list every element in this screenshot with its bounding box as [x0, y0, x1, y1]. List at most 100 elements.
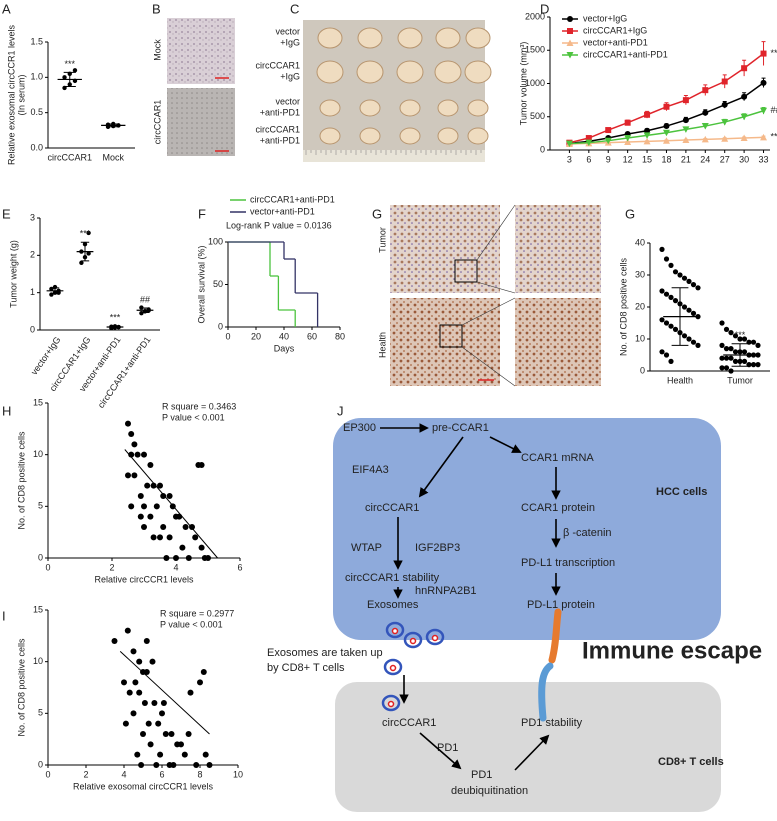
x-tick-label: 0: [45, 769, 50, 779]
y-tick-label: 0: [218, 321, 223, 331]
row-label: circCCAR1: [255, 60, 300, 70]
arrow: [419, 732, 462, 770]
micrograph-zoom: [515, 205, 601, 293]
y-axis-subtitle: (In serum): [16, 74, 26, 115]
data-point: [701, 123, 709, 130]
legend-marker: [567, 28, 573, 34]
node: PD1: [471, 769, 492, 781]
micrograph: [390, 205, 500, 293]
y-tick-label: 20: [635, 301, 645, 311]
y-tick-label: 2000: [525, 11, 545, 21]
data-point: [72, 68, 78, 73]
x-tick-label: 15: [642, 154, 652, 164]
x-tick-label: 4: [173, 562, 178, 572]
significance: ##: [140, 294, 150, 304]
data-point: [201, 555, 208, 561]
data-point: [185, 555, 192, 561]
data-point: [702, 87, 709, 94]
tumor: [465, 27, 491, 49]
data-point: [128, 431, 135, 437]
row-label: +anti-PD1: [260, 135, 300, 145]
y-tick-label: 1000: [525, 78, 545, 88]
node: pre-CCAR1: [432, 422, 489, 434]
zoom-line: [461, 204, 516, 387]
exosome-cargo: [387, 627, 439, 708]
photo-panel-g: G Tumor Health: [372, 204, 601, 387]
chart-panel: D 0 500 1000 1500 2000 3 6 9 12 15 18 21 24 27 30 33 Tumo…: [518, 1, 777, 164]
data-point: [668, 358, 674, 364]
data-point: [193, 762, 200, 768]
callout: by CD8+ T cells: [267, 662, 345, 674]
data-point: [160, 493, 167, 499]
x-tick-label: vector+IgG: [29, 335, 63, 377]
data-point: [585, 139, 593, 147]
data-point: [643, 137, 651, 145]
data-point: [159, 710, 165, 717]
y-axis-title: Tumor weight (g): [8, 240, 18, 308]
node: CCAR1 protein: [521, 502, 595, 514]
y-axis-title: No. of CD8 positive cells: [16, 431, 26, 530]
data-point: [659, 288, 665, 294]
data-point: [659, 349, 665, 355]
data-point: [672, 298, 679, 304]
data-point: [143, 638, 150, 644]
y-tick-label: 0: [540, 144, 545, 154]
y-axis-title: Relative exosomal circCCR1 levels: [6, 24, 16, 165]
data-point: [728, 368, 734, 374]
legend-label: circCCAR1+anti-PD1: [250, 194, 335, 204]
panel-letter: J: [337, 403, 344, 418]
tumor: [319, 99, 341, 117]
data-point: [160, 700, 167, 706]
x-tick-label: 6: [586, 154, 591, 164]
photo-panel-c: C vector+IgGcircCCAR1+IgGvector+anti-PD1…: [255, 1, 492, 162]
y-axis-title: No. of CD8 positive cells: [618, 257, 628, 356]
data-point: [644, 127, 651, 134]
data-point: [131, 441, 138, 448]
chart-panel: H 0 5 10 15 0 2 4 6 No. of CD8 positive cells Rela…: [2, 397, 243, 584]
y-tick-label: 15: [33, 397, 43, 407]
data-point: [740, 134, 748, 142]
data-point: [160, 524, 167, 530]
tumor: [359, 127, 381, 145]
legend-marker: [566, 39, 574, 46]
data-point: [690, 339, 697, 345]
data-point: [187, 689, 194, 696]
x-tick-label: circCCAR1+anti-PD1: [96, 335, 153, 410]
annotation: R square = 0.3463: [162, 401, 236, 411]
data-point: [126, 689, 133, 696]
x-tick-label: 10: [233, 769, 243, 779]
tumor: [317, 27, 343, 49]
data-point: [153, 503, 160, 510]
data-point: [643, 132, 651, 139]
significance: ###: [771, 105, 777, 115]
x-tick-label: 2: [83, 769, 88, 779]
data-point: [198, 462, 205, 468]
data-point: [719, 365, 725, 371]
data-point: [755, 362, 761, 368]
data-point: [719, 355, 725, 361]
error-bar: [110, 325, 120, 329]
callout: Exosomes are taken up: [267, 647, 383, 659]
data-point: [200, 669, 207, 675]
data-point: [760, 79, 767, 86]
y-tick-label: 0.5: [30, 107, 43, 117]
data-point: [695, 285, 701, 291]
x-tick-label: 21: [681, 154, 691, 164]
data-point: [605, 127, 612, 134]
error-bar: [63, 71, 76, 88]
data-point: [663, 103, 670, 110]
arrow: [489, 436, 522, 453]
data-point: [604, 137, 612, 145]
data-point: [686, 278, 692, 284]
data-point: [624, 135, 632, 142]
data-point: [163, 555, 170, 561]
data-point: [185, 731, 192, 737]
x-tick-label: 18: [661, 154, 671, 164]
y-axis-title: No. of CD8 positive cells: [16, 638, 26, 737]
annotation: P value < 0.001: [162, 412, 225, 422]
data-point: [686, 336, 692, 342]
y-axis-title: Tumor volume (mm³): [518, 42, 528, 126]
node: IGF2BP3: [415, 542, 460, 554]
node: WTAP: [351, 542, 382, 554]
node: hnRNPA2B1: [415, 585, 477, 597]
